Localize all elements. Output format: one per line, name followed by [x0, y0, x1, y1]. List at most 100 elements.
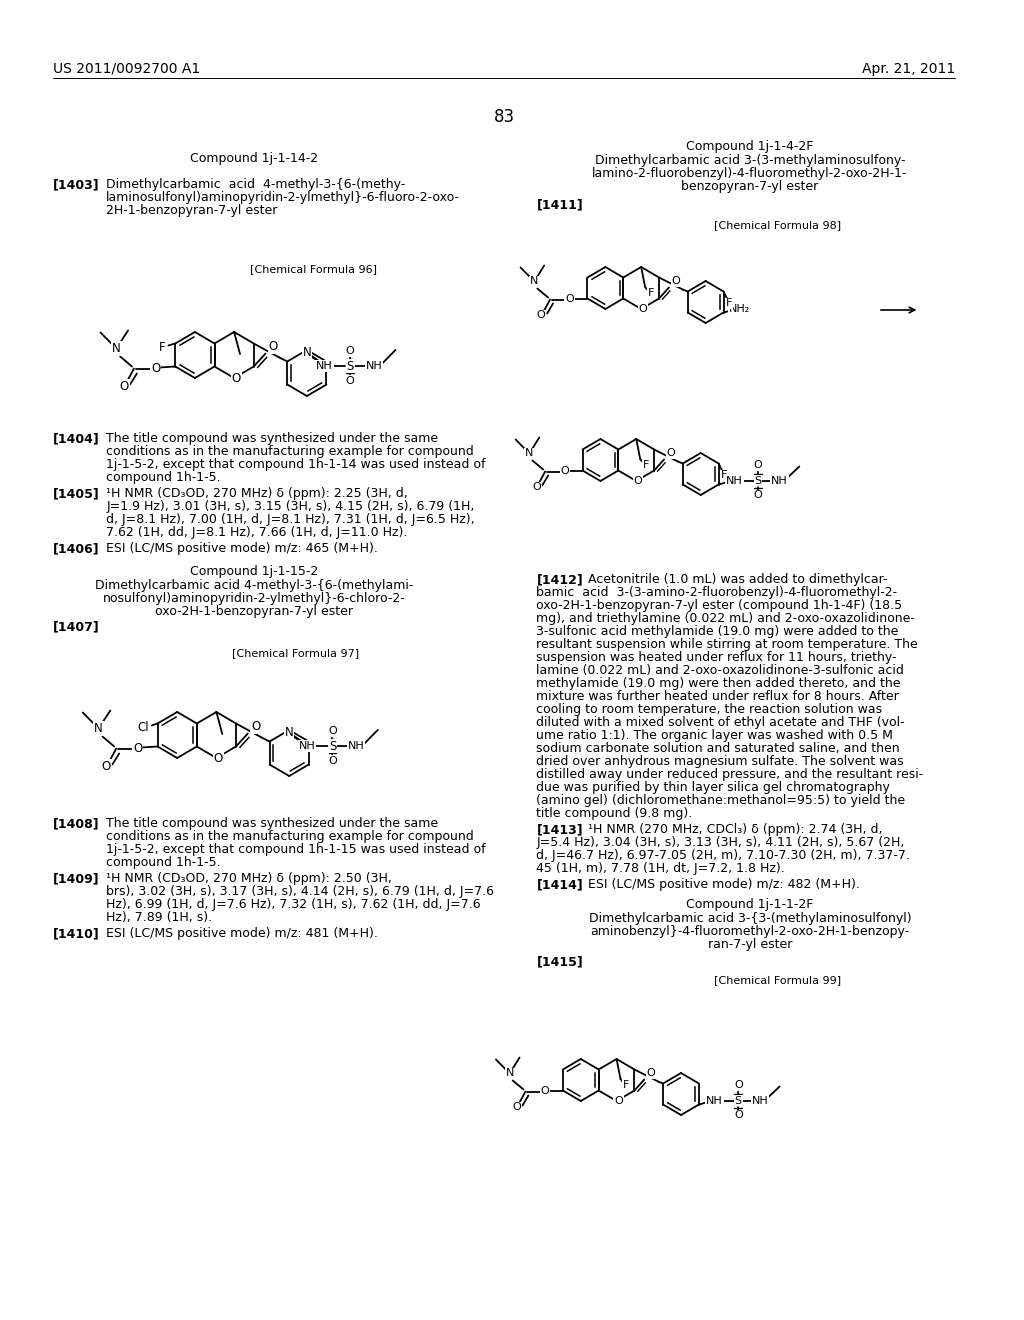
Text: 7.62 (1H, dd, J=8.1 Hz), 7.66 (1H, d, J=11.0 Hz).: 7.62 (1H, dd, J=8.1 Hz), 7.66 (1H, d, J=…	[106, 525, 408, 539]
Text: O: O	[268, 341, 279, 352]
Text: NH: NH	[366, 360, 382, 371]
Text: d, J=8.1 Hz), 7.00 (1H, d, J=8.1 Hz), 7.31 (1H, d, J=6.5 Hz),: d, J=8.1 Hz), 7.00 (1H, d, J=8.1 Hz), 7.…	[106, 513, 475, 525]
Text: O: O	[231, 371, 241, 384]
Text: d, J=46.7 Hz), 6.97-7.05 (2H, m), 7.10-7.30 (2H, m), 7.37-7.: d, J=46.7 Hz), 6.97-7.05 (2H, m), 7.10-7…	[537, 849, 910, 862]
Text: compound 1h-1-5.: compound 1h-1-5.	[106, 471, 221, 484]
Text: cooling to room temperature, the reaction solution was: cooling to room temperature, the reactio…	[537, 704, 883, 715]
Text: NH: NH	[299, 741, 315, 751]
Text: Apr. 21, 2011: Apr. 21, 2011	[861, 62, 954, 77]
Text: J=5.4 Hz), 3.04 (3H, s), 3.13 (3H, s), 4.11 (2H, s), 5.67 (2H,: J=5.4 Hz), 3.04 (3H, s), 3.13 (3H, s), 4…	[537, 836, 905, 849]
Text: 2H-1-benzopyran-7-yl ester: 2H-1-benzopyran-7-yl ester	[106, 205, 278, 216]
Text: distilled away under reduced pressure, and the resultant resi-: distilled away under reduced pressure, a…	[537, 768, 924, 781]
Text: N: N	[506, 1068, 514, 1078]
Text: O: O	[754, 461, 762, 470]
Text: Compound 1j-1-14-2: Compound 1j-1-14-2	[189, 152, 318, 165]
Text: resultant suspension while stirring at room temperature. The: resultant suspension while stirring at r…	[537, 638, 919, 651]
Text: F: F	[721, 470, 728, 480]
Text: suspension was heated under reflux for 11 hours, triethy-: suspension was heated under reflux for 1…	[537, 651, 897, 664]
Text: N: N	[302, 346, 311, 359]
Text: O: O	[647, 1068, 655, 1078]
Text: F: F	[643, 459, 649, 470]
Text: ESI (LC/MS positive mode) m/z: 482 (M+H).: ESI (LC/MS positive mode) m/z: 482 (M+H)…	[588, 878, 859, 891]
Text: [Chemical Formula 97]: [Chemical Formula 97]	[231, 648, 358, 657]
Text: Cl: Cl	[137, 721, 148, 734]
Text: O: O	[328, 756, 337, 766]
Text: aminobenzyl}-4-fluoromethyl-2-oxo-2H-1-benzopy-: aminobenzyl}-4-fluoromethyl-2-oxo-2H-1-b…	[591, 925, 909, 939]
Text: Hz), 6.99 (1H, d, J=7.6 Hz), 7.32 (1H, s), 7.62 (1H, dd, J=7.6: Hz), 6.99 (1H, d, J=7.6 Hz), 7.32 (1H, s…	[106, 898, 481, 911]
Text: Hz), 7.89 (1H, s).: Hz), 7.89 (1H, s).	[106, 911, 212, 924]
Text: mixture was further heated under reflux for 8 hours. After: mixture was further heated under reflux …	[537, 690, 899, 704]
Text: oxo-2H-1-benzopyran-7-yl ester: oxo-2H-1-benzopyran-7-yl ester	[155, 605, 353, 618]
Text: ¹H NMR (CD₃OD, 270 MHz) δ (ppm): 2.50 (3H,: ¹H NMR (CD₃OD, 270 MHz) δ (ppm): 2.50 (3…	[106, 873, 392, 884]
Text: Dimethylcarbamic acid 3-{3-(methylaminosulfonyl): Dimethylcarbamic acid 3-{3-(methylaminos…	[589, 912, 911, 925]
Text: ran-7-yl ester: ran-7-yl ester	[708, 939, 793, 950]
Text: J=1.9 Hz), 3.01 (3H, s), 3.15 (3H, s), 4.15 (2H, s), 6.79 (1H,: J=1.9 Hz), 3.01 (3H, s), 3.15 (3H, s), 4…	[106, 500, 475, 513]
Text: 83: 83	[494, 108, 514, 125]
Text: conditions as in the manufacturing example for compound: conditions as in the manufacturing examp…	[106, 830, 474, 843]
Text: O: O	[101, 760, 111, 774]
Text: O: O	[346, 346, 354, 356]
Text: [1404]: [1404]	[53, 432, 100, 445]
Text: O: O	[251, 719, 260, 733]
Text: [1409]: [1409]	[53, 873, 99, 884]
Text: due was purified by thin layer silica gel chromatography: due was purified by thin layer silica ge…	[537, 781, 890, 795]
Text: NH: NH	[348, 741, 365, 751]
Text: S: S	[734, 1096, 741, 1106]
Text: O: O	[537, 310, 546, 321]
Text: brs), 3.02 (3H, s), 3.17 (3H, s), 4.14 (2H, s), 6.79 (1H, d, J=7.6: brs), 3.02 (3H, s), 3.17 (3H, s), 4.14 (…	[106, 884, 495, 898]
Text: methylamide (19.0 mg) were then added thereto, and the: methylamide (19.0 mg) were then added th…	[537, 677, 901, 690]
Text: NH: NH	[752, 1096, 768, 1106]
Text: Dimethylcarbamic acid 3-(3-methylaminosulfony-: Dimethylcarbamic acid 3-(3-methylaminosu…	[595, 154, 905, 168]
Text: S: S	[329, 739, 336, 752]
Text: laminosulfonyl)aminopyridin-2-ylmethyl}-6-fluoro-2-oxo-: laminosulfonyl)aminopyridin-2-ylmethyl}-…	[106, 191, 461, 205]
Text: ESI (LC/MS positive mode) m/z: 465 (M+H).: ESI (LC/MS positive mode) m/z: 465 (M+H)…	[106, 543, 378, 554]
Text: [1405]: [1405]	[53, 487, 100, 500]
Text: O: O	[512, 1102, 521, 1113]
Text: Acetonitrile (1.0 mL) was added to dimethylcar-: Acetonitrile (1.0 mL) was added to dimet…	[588, 573, 887, 586]
Text: NH: NH	[707, 1096, 723, 1106]
Text: O: O	[734, 1081, 742, 1090]
Text: O: O	[560, 466, 569, 477]
Text: F: F	[648, 288, 654, 298]
Text: [1415]: [1415]	[537, 954, 584, 968]
Text: N: N	[530, 276, 539, 286]
Text: NH: NH	[726, 475, 742, 486]
Text: conditions as in the manufacturing example for compound: conditions as in the manufacturing examp…	[106, 445, 474, 458]
Text: NH₂: NH₂	[729, 304, 750, 314]
Text: [1410]: [1410]	[53, 927, 100, 940]
Text: (amino gel) (dichloromethane:methanol=95:5) to yield the: (amino gel) (dichloromethane:methanol=95…	[537, 795, 905, 807]
Text: [1408]: [1408]	[53, 817, 99, 830]
Text: S: S	[346, 359, 354, 372]
Text: O: O	[614, 1096, 623, 1106]
Text: US 2011/0092700 A1: US 2011/0092700 A1	[53, 62, 201, 77]
Text: 1j-1-5-2, except that compound 1h-1-15 was used instead of: 1j-1-5-2, except that compound 1h-1-15 w…	[106, 843, 486, 855]
Text: O: O	[541, 1086, 550, 1097]
Text: Dimethylcarbamic  acid  4-methyl-3-{6-(methy-: Dimethylcarbamic acid 4-methyl-3-{6-(met…	[106, 178, 406, 191]
Text: NH: NH	[316, 360, 333, 371]
Text: ume ratio 1:1). The organic layer was washed with 0.5 M: ume ratio 1:1). The organic layer was wa…	[537, 729, 893, 742]
Text: sodium carbonate solution and saturated saline, and then: sodium carbonate solution and saturated …	[537, 742, 900, 755]
Text: O: O	[672, 276, 680, 286]
Text: N: N	[112, 342, 121, 355]
Text: O: O	[133, 742, 142, 755]
Text: Dimethylcarbamic acid 4-methyl-3-{6-(methylami-: Dimethylcarbamic acid 4-methyl-3-{6-(met…	[95, 579, 413, 591]
Text: 3-sulfonic acid methylamide (19.0 mg) were added to the: 3-sulfonic acid methylamide (19.0 mg) we…	[537, 624, 899, 638]
Text: 45 (1H, m), 7.78 (1H, dt, J=7.2, 1.8 Hz).: 45 (1H, m), 7.78 (1H, dt, J=7.2, 1.8 Hz)…	[537, 862, 785, 875]
Text: 1j-1-5-2, except that compound 1h-1-14 was used instead of: 1j-1-5-2, except that compound 1h-1-14 w…	[106, 458, 485, 471]
Text: O: O	[565, 294, 574, 305]
Text: lamino-2-fluorobenzyl)-4-fluoromethyl-2-oxo-2H-1-: lamino-2-fluorobenzyl)-4-fluoromethyl-2-…	[592, 168, 908, 180]
Text: ESI (LC/MS positive mode) m/z: 481 (M+H).: ESI (LC/MS positive mode) m/z: 481 (M+H)…	[106, 927, 378, 940]
Text: [1406]: [1406]	[53, 543, 99, 554]
Text: bamic  acid  3-(3-amino-2-fluorobenzyl)-4-fluoromethyl-2-: bamic acid 3-(3-amino-2-fluorobenzyl)-4-…	[537, 586, 898, 599]
Text: O: O	[214, 751, 223, 764]
Text: NH: NH	[771, 475, 788, 486]
Text: [1407]: [1407]	[53, 620, 100, 634]
Text: O: O	[151, 362, 160, 375]
Text: diluted with a mixed solvent of ethyl acetate and THF (vol-: diluted with a mixed solvent of ethyl ac…	[537, 715, 905, 729]
Text: O: O	[120, 380, 129, 393]
Text: N: N	[525, 449, 534, 458]
Text: N: N	[285, 726, 294, 738]
Text: O: O	[667, 449, 675, 458]
Text: The title compound was synthesized under the same: The title compound was synthesized under…	[106, 817, 438, 830]
Text: O: O	[639, 304, 647, 314]
